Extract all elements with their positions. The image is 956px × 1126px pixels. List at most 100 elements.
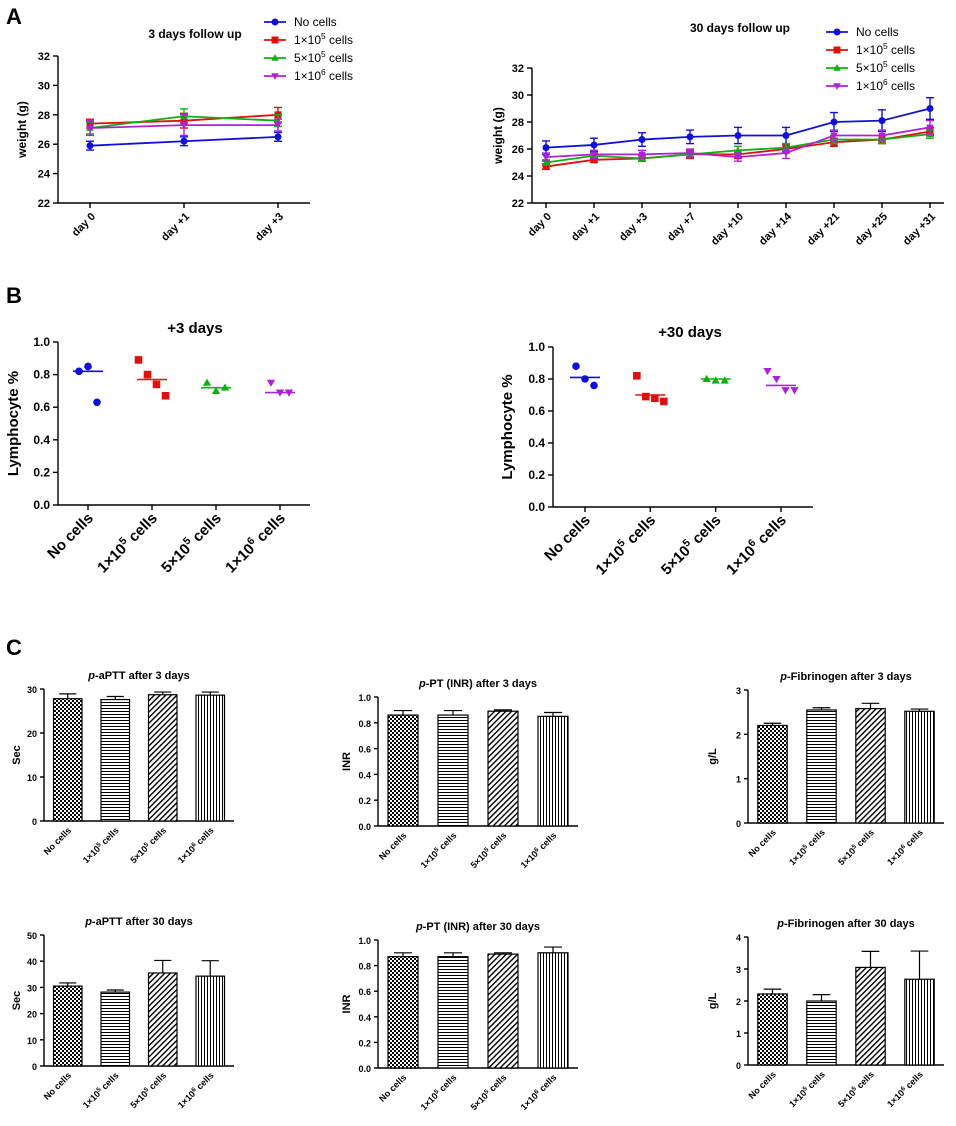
data-point (638, 136, 646, 144)
y-tick-label: 1.0 (358, 936, 371, 946)
x-tick-label: No cells (377, 1072, 408, 1103)
legend-label: 1×106 cells (856, 77, 915, 93)
series-0: No cells (542, 25, 934, 156)
y-tick-label: 50 (27, 931, 37, 941)
bar (52, 698, 83, 822)
y-tick-label: 28 (38, 110, 50, 122)
x-tick-label: No cells (44, 510, 97, 563)
bar (387, 956, 419, 1069)
data-point (581, 375, 589, 383)
data-point (642, 392, 650, 401)
y-tick-label: 2 (736, 997, 741, 1007)
y-tick-label: 28 (512, 117, 524, 129)
legend-label: 1×106 cells (294, 67, 353, 83)
y-tick-label: 1 (736, 1029, 741, 1039)
group-0 (73, 362, 103, 407)
bar (437, 956, 469, 1069)
y-tick-label: 32 (512, 63, 524, 75)
y-tick-label: 0.6 (528, 404, 545, 418)
data-point (266, 379, 276, 387)
x-tick-label: 1×105 cells (80, 1070, 120, 1110)
bar (806, 1000, 837, 1066)
legend-marker (271, 54, 279, 61)
bar (537, 715, 569, 827)
y-tick-label: 30 (38, 80, 50, 92)
y-axis-label: Sec (11, 991, 23, 1011)
data-point (790, 387, 799, 395)
y-axis-label: INR (341, 994, 353, 1013)
data-point (134, 356, 143, 364)
x-tick-label: No cells (746, 1069, 777, 1100)
legend-marker (271, 73, 279, 80)
data-point (772, 375, 781, 384)
data-point (590, 156, 598, 164)
chart-title: p-aPTT after 3 days (87, 670, 190, 682)
y-tick-label: 0.4 (528, 436, 545, 450)
series-2: 5×105 cells (86, 49, 353, 135)
chart-pt-3-days: 0.0 0.2 0.4 0.6 0.8 1.0 No cells 1×105 cells5×1… (341, 678, 578, 870)
group-0 (570, 362, 600, 390)
y-tick-label: 0.4 (358, 1013, 371, 1023)
panel-letter-c: C (6, 635, 22, 660)
bar (757, 993, 788, 1066)
x-tick-label: 5×105 cells (128, 1070, 168, 1110)
y-tick-label: 24 (38, 169, 51, 181)
chart-title: p-Fibrinogen after 3 days (779, 671, 911, 683)
x-tick-label: day 0 (526, 211, 554, 239)
y-tick-label: 3 (736, 965, 741, 975)
bar (855, 966, 886, 1066)
data-point (211, 386, 221, 394)
legend-label: 1×105 cells (856, 41, 915, 57)
x-tick-label: day 0 (70, 211, 98, 239)
bar (806, 709, 837, 824)
data-point (152, 380, 161, 389)
x-tick-label: day +3 (253, 211, 286, 244)
data-point (651, 394, 659, 402)
x-tick-label: 1×105 cells (418, 830, 458, 870)
group-3 (265, 379, 295, 397)
legend-marker (833, 28, 841, 36)
y-axis-label: g/L (707, 748, 719, 765)
bar (904, 710, 935, 824)
y-tick-label: 26 (38, 139, 50, 151)
bar (52, 985, 83, 1067)
x-tick-label: No cells (42, 1070, 73, 1101)
legend-label: No cells (294, 15, 337, 29)
data-point (572, 362, 580, 371)
y-axis-label: weight (g) (15, 101, 29, 159)
x-tick-label: 1×106 cells (221, 508, 289, 576)
data-point (202, 378, 212, 386)
bar (147, 694, 178, 822)
data-point (686, 150, 694, 157)
data-point (782, 150, 790, 157)
chart-title: +30 days (658, 324, 722, 341)
data-point (660, 397, 668, 406)
y-tick-label: 22 (512, 198, 524, 210)
legend-marker (271, 36, 279, 44)
chart-title: 30 days follow up (690, 21, 790, 35)
x-tick-label: No cells (377, 830, 408, 861)
x-tick-label: 1×105 cells (787, 827, 827, 867)
data-point (711, 376, 720, 384)
x-tick-label: day +25 (853, 211, 890, 248)
y-tick-label: 0.2 (528, 468, 545, 482)
chart-title: p-PT (INR) after 30 days (415, 921, 540, 933)
y-axis-label: g/L (707, 992, 719, 1009)
legend-marker (833, 46, 841, 54)
y-tick-label: 0.0 (528, 500, 545, 514)
y-axis-label: INR (341, 752, 353, 771)
y-tick-label: 10 (27, 773, 37, 783)
data-point (590, 381, 598, 390)
y-axis-label: Lymphocyte % (5, 371, 22, 476)
group-1 (633, 372, 668, 406)
bar (100, 698, 131, 822)
data-point (542, 144, 550, 152)
legend-marker (833, 64, 841, 71)
y-tick-label: 0.4 (33, 433, 50, 447)
y-axis-label: Lymphocyte % (499, 374, 516, 479)
y-tick-label: 30 (27, 685, 37, 695)
y-tick-label: 0.0 (358, 822, 371, 832)
